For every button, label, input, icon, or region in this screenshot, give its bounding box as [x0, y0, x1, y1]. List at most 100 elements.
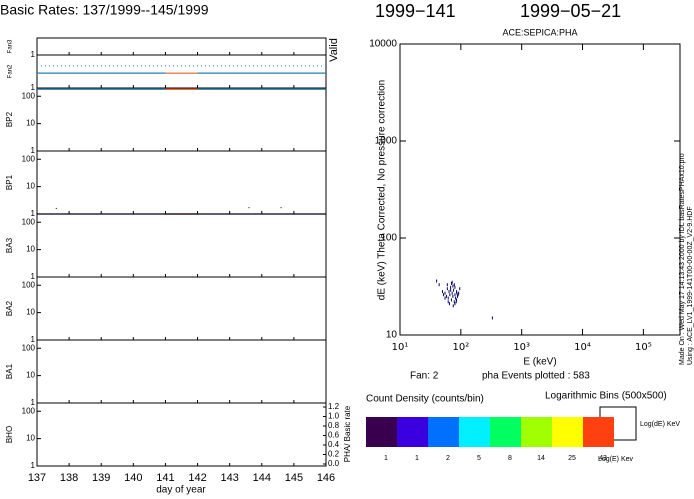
pha-event: [436, 279, 438, 283]
pha-event: [456, 294, 458, 298]
rate-point: [55, 207, 57, 209]
pha-event: [449, 293, 451, 297]
y-tick-label: 1: [31, 398, 36, 407]
panel-label: BP1: [5, 174, 14, 190]
pha-event: [446, 283, 448, 287]
x-tick-label: 146: [317, 472, 335, 484]
pha-event: [454, 285, 456, 289]
y-tick-label: 1: [31, 272, 36, 281]
y2-tick-label: 1.2: [328, 402, 340, 411]
x-tick-label: 10⁴: [574, 342, 591, 353]
x-tick-label: 137: [28, 472, 46, 484]
x-axis-label: day of year: [156, 485, 206, 496]
y-tick-label: 100: [380, 233, 397, 244]
colorbar-title: Count Density (counts/bin): [366, 394, 484, 405]
y-tick-label: 100: [22, 343, 36, 352]
panel-label: BA2: [5, 300, 14, 316]
pha-event: [444, 296, 446, 300]
y-tick-label: 10: [26, 245, 35, 254]
panel-frame: [36, 54, 327, 89]
pha-event: [448, 290, 450, 294]
colorbar-label: 5: [477, 455, 481, 462]
valid-label: Valid: [328, 38, 340, 62]
pha-event: [457, 293, 459, 297]
colorbar-cell: [552, 417, 583, 447]
left-title: Basic Rates: 137/1999--145/1999: [0, 2, 209, 18]
pha-event: [454, 302, 456, 306]
scatter-y-label: dE (keV) Theta Corrected, No pressure co…: [377, 80, 388, 300]
colorbar-label: 8: [508, 455, 512, 462]
pha-event: [454, 293, 456, 297]
pha-event: [458, 291, 460, 295]
y2-tick-label: 0.8: [328, 421, 340, 430]
rate-point: [248, 207, 250, 209]
colorbar-cell: [583, 417, 614, 447]
x-tick-label: 138: [60, 472, 78, 484]
x-tick-label: 141: [156, 472, 174, 484]
pha-event: [456, 298, 458, 302]
pha-event: [453, 300, 455, 304]
y-tick-label: 100: [22, 154, 36, 163]
y-tick-label: 1: [31, 83, 36, 92]
colorbar-label: 25: [568, 455, 576, 462]
panel-label: BA1: [5, 363, 14, 379]
y2-label: PHA/ Basic rate: [343, 405, 352, 462]
pha-event: [450, 288, 452, 292]
pha-event: [438, 283, 440, 287]
pha-event: [450, 281, 452, 285]
panel-frame: [36, 37, 327, 56]
panel-label: Fan3: [8, 39, 14, 53]
y-key: Log(dE) KeV: [640, 421, 680, 428]
x-tick-label: 10¹: [392, 342, 409, 353]
colorbar-cell: [397, 417, 428, 447]
bins-label: Logarithmic Bins (500x500): [545, 391, 667, 402]
pha-event: [453, 283, 455, 287]
y-tick-label: 1: [31, 50, 36, 59]
fan-label: Fan: 2: [410, 371, 439, 382]
pha-event: [450, 285, 452, 289]
pha-event: [443, 293, 445, 297]
panel-frame: [36, 87, 327, 152]
y2-tick-label: 0.6: [328, 431, 340, 440]
y-tick-label: 1: [31, 209, 36, 218]
panel-frame: [36, 150, 327, 215]
x-tick-label: 10⁵: [635, 342, 652, 353]
pha-event: [445, 294, 447, 298]
colorbar-cell: [490, 417, 521, 447]
colorbar-label: 1: [384, 455, 388, 462]
pha-event: [456, 291, 458, 295]
pha-event: [452, 294, 454, 298]
panel-label: BHO: [5, 426, 14, 443]
x-tick-label: 139: [92, 472, 110, 484]
x-tick-label: 145: [285, 472, 303, 484]
colorbar-cell: [428, 417, 459, 447]
colorbar-label: 43: [599, 455, 607, 462]
date: 1999−05−21: [520, 1, 621, 21]
pha-event: [456, 290, 458, 294]
colorbar-cell: [366, 417, 397, 447]
colorbar-cell: [459, 417, 490, 447]
pha-event: [444, 291, 446, 295]
y-tick-label: 10: [386, 330, 398, 341]
pha-event: [451, 291, 453, 295]
panel-frame: [36, 339, 327, 404]
plot-frame: [399, 43, 681, 336]
pha-event: [455, 296, 457, 300]
y-tick-label: 100: [22, 91, 36, 100]
y2-tick-label: 1.0: [328, 412, 340, 421]
panel-frame: [36, 402, 327, 467]
date-doy: 1999−141: [375, 1, 456, 21]
scatter-x-label: E (keV): [523, 357, 556, 368]
pha-event: [453, 288, 455, 292]
pha-event: [447, 300, 449, 304]
y-tick-label: 1000: [375, 136, 398, 147]
pha-event: [446, 287, 448, 291]
pha-event: [459, 287, 461, 291]
colorbar-cell: [521, 417, 552, 447]
pha-event: [455, 300, 457, 304]
y-tick-label: 100: [22, 280, 36, 289]
y-tick-label: 10: [26, 119, 35, 128]
y-tick-label: 10: [26, 308, 35, 317]
y-tick-label: 10000: [369, 39, 397, 50]
